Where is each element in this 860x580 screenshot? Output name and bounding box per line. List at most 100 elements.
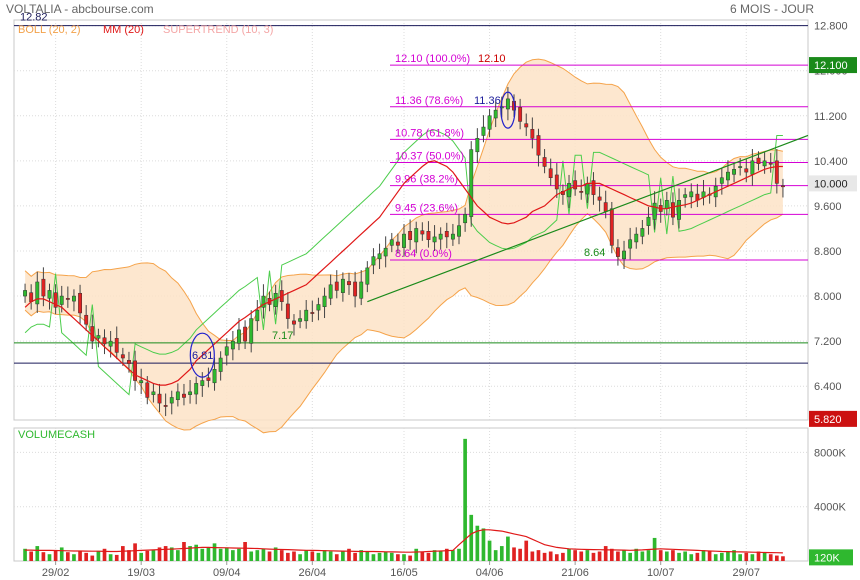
volume-bar xyxy=(536,550,541,561)
volume-bar xyxy=(102,548,107,561)
candle-body xyxy=(78,292,82,314)
candle-body xyxy=(29,292,34,302)
candle-body xyxy=(487,115,492,130)
volume-bar xyxy=(133,543,137,561)
volume-bar xyxy=(579,551,584,561)
candle-body xyxy=(133,360,138,381)
candle-body xyxy=(664,200,669,209)
candle-body xyxy=(475,138,480,153)
candle-body xyxy=(622,250,626,260)
candle-body xyxy=(96,335,101,339)
candle-body xyxy=(457,225,461,237)
volume-bar xyxy=(176,550,180,561)
volume-bar xyxy=(377,552,382,561)
candle-body xyxy=(182,393,186,398)
candle-body xyxy=(426,231,431,240)
candle-body xyxy=(340,278,345,293)
x-tick-label: 29/07 xyxy=(733,567,761,579)
candle-body xyxy=(114,338,119,353)
candle-body xyxy=(249,318,254,344)
volume-tick-label: 4000K xyxy=(814,502,846,514)
candle-body xyxy=(774,160,779,184)
annotation-label: 6.81 xyxy=(192,350,213,362)
volume-bar xyxy=(157,547,162,561)
annotation-label: 8.64 xyxy=(584,247,605,259)
candle-body xyxy=(573,180,578,190)
candle-body xyxy=(212,369,217,384)
y-tick-label: 8.800 xyxy=(814,246,842,258)
candle-body xyxy=(139,380,144,384)
candle-body xyxy=(237,329,241,344)
candle-body xyxy=(383,247,388,257)
volume-bar xyxy=(292,551,296,561)
candle-body xyxy=(469,149,474,217)
y-tick-label: 12.800 xyxy=(814,21,848,33)
candle-body xyxy=(243,326,248,342)
volume-bar xyxy=(640,551,645,561)
volume-bar xyxy=(683,551,687,561)
volume-bar xyxy=(267,551,272,561)
candle-body xyxy=(47,290,52,299)
volume-bar xyxy=(194,544,199,561)
candle-body xyxy=(261,295,266,308)
y-tick-label: 10.400 xyxy=(814,156,848,168)
candle-body xyxy=(304,309,309,322)
annotations: 6.81 7.17 8.64 12.82 xyxy=(20,12,605,378)
candle-body xyxy=(41,278,46,297)
price-tag-box xyxy=(809,175,857,192)
volume-bar xyxy=(78,551,82,561)
candle-body xyxy=(750,160,755,175)
y-tick-label: 9.600 xyxy=(814,201,842,213)
volume-bar xyxy=(255,550,260,561)
candle-body xyxy=(402,233,406,248)
volume-bar xyxy=(628,552,632,561)
volume-bar xyxy=(554,554,559,561)
candle-body xyxy=(732,169,736,175)
volume-bar xyxy=(738,554,742,561)
candle-body xyxy=(347,281,351,286)
volume-bar xyxy=(677,552,681,561)
fibo-label: 12.10 (100.0%) xyxy=(395,53,470,65)
legend-boll: BOLL (20, 2) xyxy=(18,24,81,36)
candle-body xyxy=(188,391,193,395)
candle-body xyxy=(726,171,730,181)
candle-body xyxy=(200,380,205,386)
volume-bar xyxy=(341,551,345,561)
volume-bar xyxy=(261,548,266,561)
candle-body xyxy=(505,98,510,110)
volume-bar xyxy=(151,550,156,561)
candle-body xyxy=(310,312,315,314)
horizontal-levels xyxy=(14,25,808,364)
volume-ma-line xyxy=(25,529,783,554)
candle-body xyxy=(395,241,400,246)
volume-bar xyxy=(603,546,608,561)
price-tag-box xyxy=(809,410,857,427)
volume-bar xyxy=(432,550,437,561)
volume-bar xyxy=(499,546,504,561)
volume-bar xyxy=(664,551,669,561)
candle-body xyxy=(353,281,358,297)
volume-bar xyxy=(475,525,480,561)
candle-body xyxy=(762,160,767,167)
annotation-label: 12.82 xyxy=(20,12,48,24)
volume-bar xyxy=(29,551,34,561)
volume-bar xyxy=(585,550,590,561)
volume-bar xyxy=(646,550,651,561)
volume-bar xyxy=(548,551,553,561)
candle-body xyxy=(634,233,639,243)
candle-body xyxy=(365,267,370,285)
x-tick-label: 16/05 xyxy=(390,567,418,579)
candle-body xyxy=(59,295,64,305)
volume-bar xyxy=(518,548,522,561)
volume-bar xyxy=(732,550,736,561)
volume-title: VOLUMECASH xyxy=(18,429,95,441)
volume-bar xyxy=(469,514,474,561)
volume-bar xyxy=(243,542,247,561)
volume-bar xyxy=(414,548,419,561)
volume-bar xyxy=(23,548,27,561)
candle-body xyxy=(719,177,724,184)
volume-tick-label: 8000K xyxy=(814,447,846,459)
volume-bar xyxy=(53,550,58,561)
volume-bar xyxy=(84,552,89,561)
